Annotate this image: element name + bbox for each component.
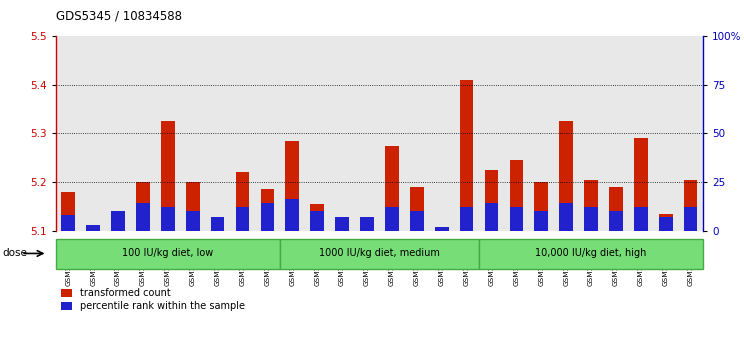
Bar <box>310 204 324 231</box>
Bar <box>479 36 504 231</box>
Bar <box>410 211 423 231</box>
Bar <box>260 189 275 231</box>
Bar <box>684 180 697 231</box>
Bar <box>634 207 648 231</box>
Bar <box>434 228 449 231</box>
Bar <box>86 226 100 231</box>
Bar <box>255 36 280 231</box>
Bar <box>286 199 299 231</box>
Bar <box>609 211 623 231</box>
Bar <box>305 36 330 231</box>
FancyBboxPatch shape <box>56 240 280 269</box>
Bar <box>62 192 75 231</box>
Bar <box>653 36 679 231</box>
Bar <box>609 187 623 231</box>
Bar <box>130 36 155 231</box>
Bar <box>360 226 373 231</box>
Bar <box>230 36 255 231</box>
Legend: transformed count, percentile rank within the sample: transformed count, percentile rank withi… <box>61 288 245 311</box>
Bar <box>310 211 324 231</box>
FancyBboxPatch shape <box>280 240 479 269</box>
Text: dose: dose <box>3 248 28 258</box>
Bar <box>336 217 349 231</box>
Bar <box>62 215 75 231</box>
Bar <box>504 36 529 231</box>
Bar <box>434 227 449 231</box>
Bar <box>510 160 523 231</box>
Text: 1000 IU/kg diet, medium: 1000 IU/kg diet, medium <box>319 248 440 258</box>
Bar <box>460 207 473 231</box>
Bar <box>355 36 379 231</box>
Bar <box>629 36 653 231</box>
Bar <box>360 217 373 231</box>
Bar <box>186 182 199 231</box>
Bar <box>659 217 673 231</box>
Bar <box>584 207 598 231</box>
Bar <box>510 207 523 231</box>
Bar <box>336 221 349 231</box>
Bar <box>236 207 249 231</box>
FancyBboxPatch shape <box>479 240 703 269</box>
Bar <box>236 172 249 231</box>
Bar <box>161 207 175 231</box>
Bar <box>186 211 199 231</box>
Bar <box>454 36 479 231</box>
Bar <box>260 203 275 231</box>
Bar <box>111 213 125 231</box>
Bar <box>385 146 399 231</box>
Bar <box>280 36 305 231</box>
Bar <box>155 36 180 231</box>
Bar <box>603 36 629 231</box>
Bar <box>584 180 598 231</box>
Bar <box>684 207 697 231</box>
Text: 100 IU/kg diet, low: 100 IU/kg diet, low <box>122 248 214 258</box>
Bar <box>484 170 498 231</box>
Bar <box>534 211 548 231</box>
Bar <box>385 207 399 231</box>
Bar <box>80 36 106 231</box>
Bar <box>559 203 573 231</box>
Bar <box>679 36 703 231</box>
Bar <box>379 36 404 231</box>
Bar <box>330 36 355 231</box>
Bar <box>161 121 175 231</box>
Bar <box>205 36 230 231</box>
Bar <box>211 217 225 231</box>
Text: 10,000 IU/kg diet, high: 10,000 IU/kg diet, high <box>536 248 647 258</box>
Bar <box>410 187 423 231</box>
Bar <box>106 36 130 231</box>
Bar <box>460 80 473 231</box>
Bar <box>404 36 429 231</box>
Bar <box>136 203 150 231</box>
Bar <box>634 138 648 231</box>
Bar <box>86 225 100 231</box>
Bar <box>659 213 673 231</box>
Bar <box>554 36 579 231</box>
Bar <box>429 36 454 231</box>
Bar <box>559 121 573 231</box>
Bar <box>136 182 150 231</box>
Bar <box>56 36 80 231</box>
Bar <box>579 36 603 231</box>
Bar <box>180 36 205 231</box>
Bar <box>111 211 125 231</box>
Text: GDS5345 / 10834588: GDS5345 / 10834588 <box>56 9 182 22</box>
Bar <box>529 36 554 231</box>
Bar <box>484 203 498 231</box>
Bar <box>534 182 548 231</box>
Bar <box>286 141 299 231</box>
